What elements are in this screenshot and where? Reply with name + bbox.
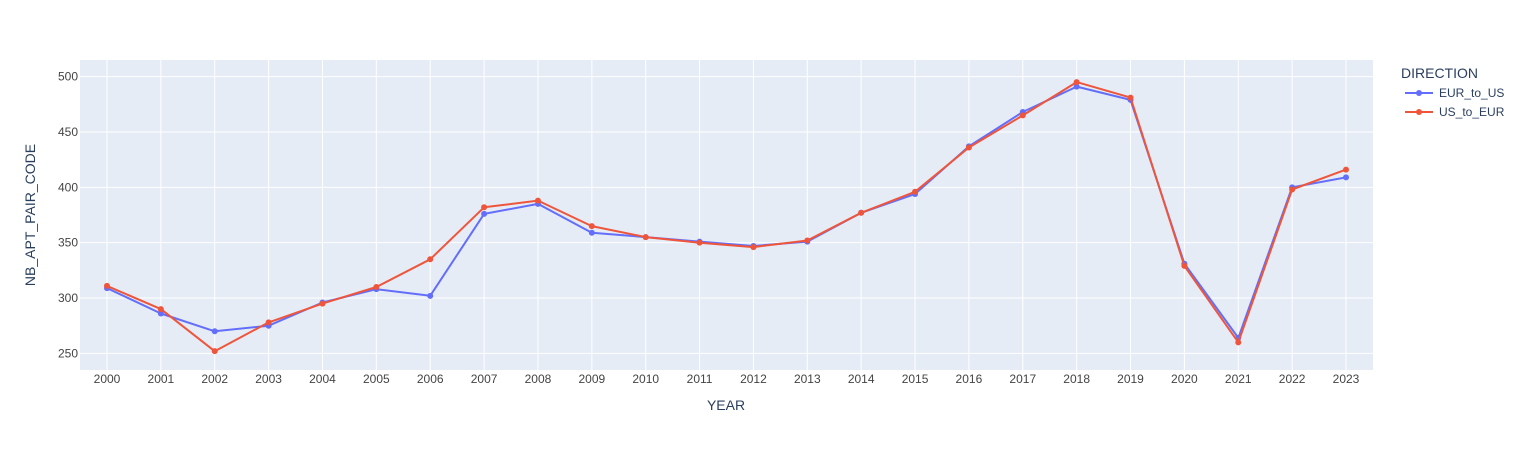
data-point[interactable] [319, 300, 326, 307]
x-tick-label: 2007 [471, 372, 498, 386]
series-US_to_EUR [104, 79, 1349, 355]
x-tick-label: 2000 [94, 372, 121, 386]
x-axis-ticks: 2000 2001 2002 2003 2004 2005 2006 2007 2008 2009… [94, 372, 1360, 386]
data-point[interactable] [157, 310, 164, 317]
data-point[interactable] [1343, 166, 1349, 173]
x-tick-label: 2016 [956, 372, 983, 386]
x-tick-label: 2005 [363, 372, 390, 386]
series-line [106, 81, 1347, 353]
data-point[interactable] [696, 239, 703, 246]
data-point[interactable] [912, 188, 919, 195]
data-point[interactable] [211, 328, 218, 335]
data-point[interactable] [481, 204, 488, 211]
x-axis-title: YEAR [707, 397, 745, 413]
x-tick-label: 2006 [417, 372, 444, 386]
data-point[interactable] [588, 229, 595, 236]
grid-lines [80, 60, 1373, 370]
data-point[interactable] [373, 283, 380, 290]
data-point[interactable] [104, 282, 110, 289]
x-tick-label: 2002 [201, 372, 228, 386]
data-point[interactable] [804, 237, 811, 244]
data-point[interactable] [427, 292, 434, 299]
data-point[interactable] [1073, 79, 1080, 86]
x-tick-label: 2009 [578, 372, 605, 386]
data-point[interactable] [1181, 262, 1188, 269]
x-tick-label: 2008 [525, 372, 552, 386]
x-tick-label: 2001 [148, 372, 175, 386]
x-tick-label: 2004 [309, 372, 336, 386]
x-tick-label: 2011 [687, 372, 713, 386]
x-tick-label: 2018 [1063, 372, 1090, 386]
legend-label: EUR_to_US [1439, 86, 1504, 100]
x-tick-label: 2023 [1333, 372, 1360, 386]
data-point[interactable] [642, 234, 649, 241]
data-point[interactable] [965, 144, 972, 151]
data-point[interactable] [1127, 94, 1134, 101]
data-point[interactable] [1073, 83, 1080, 90]
legend-items: EUR_to_US US_to_EUR [1405, 86, 1505, 119]
data-point[interactable] [1343, 174, 1349, 181]
x-tick-label: 2015 [902, 372, 929, 386]
x-tick-label: 2020 [1171, 372, 1198, 386]
plot-background [80, 60, 1373, 370]
y-tick-label: 450 [58, 125, 78, 139]
data-point[interactable] [858, 209, 865, 216]
x-tick-label: 2012 [740, 372, 767, 386]
x-tick-label: 2013 [794, 372, 821, 386]
x-tick-label: 2017 [1009, 372, 1036, 386]
legend-item[interactable]: US_to_EUR [1405, 105, 1505, 119]
y-axis-title: NB_APT_PAIR_CODE [22, 144, 38, 286]
data-point[interactable] [157, 306, 164, 313]
data-point[interactable] [481, 210, 488, 217]
data-point[interactable] [1235, 339, 1242, 346]
y-axis-ticks: 250 300 350 400 450 500 [58, 70, 78, 361]
x-tick-label: 2019 [1117, 372, 1144, 386]
legend-marker [1416, 109, 1422, 115]
y-tick-label: 350 [58, 236, 78, 250]
y-tick-label: 250 [58, 346, 78, 360]
y-tick-label: 400 [58, 180, 78, 194]
data-point[interactable] [588, 223, 595, 230]
data-point[interactable] [534, 197, 541, 204]
legend-title: DIRECTION [1401, 65, 1478, 81]
data-point[interactable] [750, 244, 757, 251]
data-point[interactable] [1019, 112, 1026, 119]
x-tick-label: 2021 [1225, 372, 1252, 386]
data-point[interactable] [1289, 186, 1296, 193]
legend-marker [1416, 90, 1422, 96]
data-point[interactable] [427, 256, 434, 263]
x-tick-label: 2014 [848, 372, 875, 386]
y-tick-label: 300 [58, 291, 78, 305]
legend-label: US_to_EUR [1439, 105, 1505, 119]
data-point[interactable] [265, 319, 272, 326]
legend-item[interactable]: EUR_to_US [1405, 86, 1504, 100]
x-tick-label: 2022 [1279, 372, 1306, 386]
x-tick-label: 2010 [632, 372, 659, 386]
legend: DIRECTION EUR_to_US US_to_EUR [1401, 65, 1505, 119]
data-point[interactable] [211, 348, 218, 355]
x-tick-label: 2003 [255, 372, 282, 386]
y-tick-label: 500 [58, 70, 78, 84]
series-layer [104, 79, 1349, 355]
